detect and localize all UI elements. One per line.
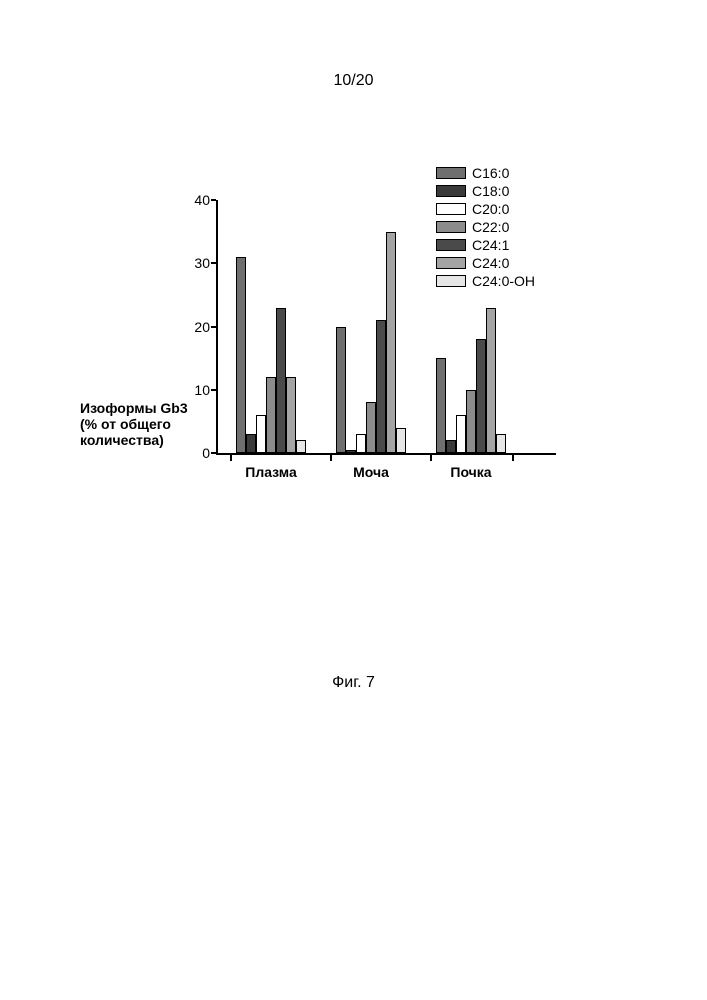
legend-label: C18:0 — [472, 183, 509, 199]
legend-label: C16:0 — [472, 165, 509, 181]
x-category-label: Почка — [436, 464, 506, 480]
legend-swatch — [436, 185, 466, 197]
y-tick — [211, 389, 216, 391]
bar — [356, 434, 366, 453]
legend-item: C16:0 — [436, 164, 535, 182]
bar — [296, 440, 306, 453]
legend-label: C20:0 — [472, 201, 509, 217]
legend-swatch — [436, 203, 466, 215]
bar — [466, 390, 476, 453]
bar — [376, 320, 386, 453]
y-axis-label: Изоформы Gb3 (% от общего количества) — [80, 400, 188, 448]
bar — [236, 257, 246, 453]
x-category-label: Плазма — [236, 464, 306, 480]
legend-item: C24:1 — [436, 236, 535, 254]
bar — [286, 377, 296, 453]
legend-swatch — [436, 167, 466, 179]
x-tick — [330, 455, 332, 461]
bar — [496, 434, 506, 453]
bar — [336, 327, 346, 454]
legend: C16:0 C18:0 C20:0 C22:0 C24:1 C24:0 C24:0-OH — [436, 164, 535, 290]
bar — [396, 428, 406, 453]
figure-caption: Фиг. 7 — [0, 674, 707, 692]
y-tick — [211, 262, 216, 264]
legend-item: C24:0 — [436, 254, 535, 272]
legend-item: C18:0 — [436, 182, 535, 200]
y-tick-label: 10 — [188, 382, 210, 398]
legend-label: C24:0-OH — [472, 273, 535, 289]
y-tick — [211, 326, 216, 328]
bar — [266, 377, 276, 453]
bar — [246, 434, 256, 453]
y-tick-label: 40 — [188, 192, 210, 208]
bar — [386, 232, 396, 453]
y-axis-label-line: (% от общего — [80, 416, 188, 432]
bar — [486, 308, 496, 453]
bar — [476, 339, 486, 453]
legend-label: C24:0 — [472, 255, 509, 271]
y-tick-label: 0 — [188, 445, 210, 461]
legend-label: C24:1 — [472, 237, 509, 253]
legend-swatch — [436, 275, 466, 287]
y-tick — [211, 199, 216, 201]
bar — [456, 415, 466, 453]
legend-item: C22:0 — [436, 218, 535, 236]
page-number: 10/20 — [0, 72, 707, 90]
x-tick — [430, 455, 432, 461]
bar — [256, 415, 266, 453]
y-tick — [211, 452, 216, 454]
y-axis-label-line: количества) — [80, 432, 188, 448]
y-axis — [216, 200, 218, 455]
chart: Изоформы Gb3 (% от общего количества) 01… — [120, 200, 600, 620]
y-tick-label: 30 — [188, 255, 210, 271]
bar — [346, 450, 356, 453]
legend-swatch — [436, 257, 466, 269]
bar — [436, 358, 446, 453]
x-axis — [216, 453, 556, 455]
x-category-label: Моча — [336, 464, 406, 480]
y-axis-label-line: Изоформы Gb3 — [80, 400, 188, 416]
x-tick — [512, 455, 514, 461]
y-tick-label: 20 — [188, 319, 210, 335]
legend-item: C20:0 — [436, 200, 535, 218]
legend-swatch — [436, 239, 466, 251]
bar — [446, 440, 456, 453]
x-tick — [230, 455, 232, 461]
bar — [276, 308, 286, 453]
legend-swatch — [436, 221, 466, 233]
legend-item: C24:0-OH — [436, 272, 535, 290]
legend-label: C22:0 — [472, 219, 509, 235]
bar — [366, 402, 376, 453]
